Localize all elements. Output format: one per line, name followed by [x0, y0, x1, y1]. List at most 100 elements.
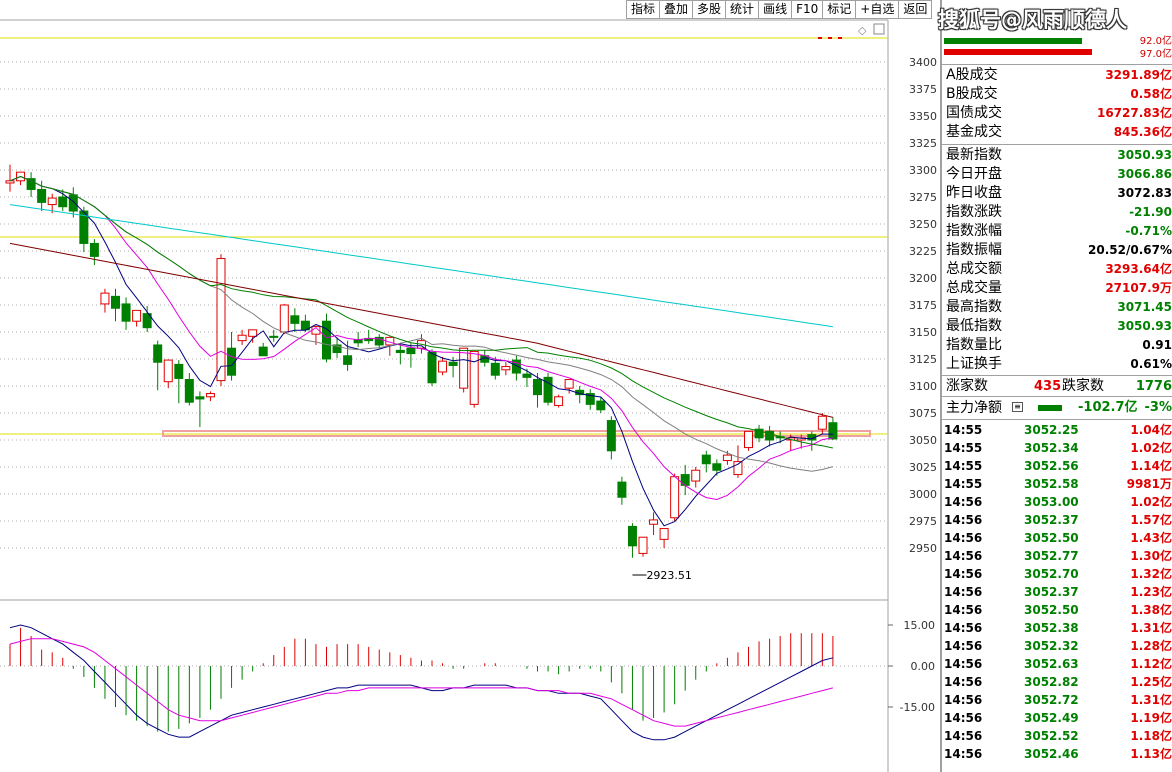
draw-line-button[interactable]: 画线: [758, 0, 793, 19]
candle-body: [26, 178, 36, 190]
trade-volume: 1.25亿: [1130, 675, 1172, 689]
tick-trade-list[interactable]: 14:55 3052.25 1.04亿 14:55 3052.34 1.02亿 14:55 3…: [942, 421, 1172, 763]
multi-stock-button[interactable]: 多股: [692, 0, 727, 19]
turnover-value: 3291.89亿: [1105, 68, 1172, 82]
candle-body: [406, 347, 416, 355]
candle-body: [227, 347, 237, 376]
trade-price: 3052.63: [1024, 657, 1079, 671]
trade-row: 14:55 3052.25 1.04亿: [942, 421, 1172, 439]
trade-price: 3052.72: [1024, 693, 1079, 707]
kline-chart[interactable]: 3400 3375 3350 3325 3300 3275 3250 3225 3200 3175…: [0, 0, 940, 772]
trade-row: 14:56 3052.82 1.25亿: [942, 673, 1172, 691]
turnover-value: 0.58亿: [1130, 87, 1172, 101]
candle-body: [395, 349, 405, 354]
advance-decline-row: 涨家数 435 跌家数 1776: [942, 377, 1172, 396]
ma120-line: [9, 204, 833, 328]
trade-volume: 1.02亿: [1130, 441, 1172, 455]
trade-price: 3052.37: [1024, 513, 1079, 527]
sell-flow-label: 97.0亿: [1139, 49, 1172, 60]
candle-body: [438, 360, 448, 373]
trade-row: 14:56 3052.37 1.57亿: [942, 511, 1172, 529]
candle-body: [132, 309, 142, 322]
trade-volume: 1.31亿: [1130, 693, 1172, 707]
candle-body: [216, 258, 226, 382]
trade-row: 14:56 3052.50 1.38亿: [942, 601, 1172, 619]
candle-body: [733, 461, 743, 476]
stat-label: 总成交额: [946, 261, 1002, 277]
price-tick-label: 3125: [909, 353, 937, 366]
divider: [942, 375, 1172, 376]
trade-row: 14:56 3052.50 1.43亿: [942, 529, 1172, 547]
stat-row: 昨日收盘 3072.83: [942, 184, 1172, 203]
trade-volume: 1.31亿: [1130, 621, 1172, 635]
trade-volume: 1.19亿: [1130, 711, 1172, 725]
trade-row: 14:56 3052.52 1.18亿: [942, 727, 1172, 745]
trade-time: 14:56: [944, 549, 983, 563]
stat-label: 指数涨幅: [946, 223, 1002, 239]
trade-time: 14:56: [944, 495, 983, 509]
candle-body: [469, 350, 479, 405]
turnover-label: 国债成交: [946, 105, 1002, 121]
turnover-row: 国债成交 16727.83亿: [942, 104, 1172, 123]
trade-volume: 1.30亿: [1130, 549, 1172, 563]
turnover-section: A股成交 3291.89亿 B股成交 0.58亿 国债成交 16727.83亿 基金成交 84…: [942, 66, 1172, 142]
advance-count: 435: [1034, 379, 1062, 394]
trade-price: 3052.77: [1024, 549, 1079, 563]
turnover-row: B股成交 0.58亿: [942, 85, 1172, 104]
candle-body: [543, 376, 553, 403]
trade-volume: 1.23亿: [1130, 585, 1172, 599]
macd-tick-label: 0.00: [911, 660, 936, 673]
trade-price: 3052.38: [1024, 621, 1079, 635]
candle-body: [332, 344, 342, 354]
back-button[interactable]: 返回: [898, 0, 933, 19]
turnover-row: A股成交 3291.89亿: [942, 66, 1172, 85]
trade-time: 14:56: [944, 675, 983, 689]
candle-body: [670, 476, 680, 519]
price-tick-label: 3200: [909, 272, 937, 285]
support-band: [162, 430, 871, 437]
stat-row: 指数量比 0.91: [942, 336, 1172, 355]
trade-time: 14:56: [944, 531, 983, 545]
statistics-button[interactable]: 统计: [725, 0, 760, 19]
candle-body: [195, 396, 205, 400]
watermark-text: 搜狐号@风雨顺德人: [938, 8, 1127, 32]
candle-body: [343, 355, 353, 365]
stat-row: 最新指数 3050.93: [942, 146, 1172, 165]
trade-time: 14:55: [944, 441, 983, 455]
stat-value: 3050.93: [1117, 319, 1172, 333]
main-force-bar: [1038, 405, 1062, 411]
advance-label: 涨家数: [946, 378, 988, 394]
overlay-button[interactable]: 叠加: [659, 0, 694, 19]
trade-price: 3052.49: [1024, 711, 1079, 725]
stat-value: 3050.93: [1117, 148, 1172, 162]
trade-volume: 1.04亿: [1130, 423, 1172, 437]
add-watchlist-button[interactable]: +自选: [855, 0, 900, 19]
kline-chart-area[interactable]: 3400 3375 3350 3325 3300 3275 3250 3225 3200 3175…: [0, 0, 940, 772]
mark-button[interactable]: 标记: [822, 0, 857, 19]
trade-price: 3052.37: [1024, 585, 1079, 599]
decline-label: 跌家数: [1062, 378, 1104, 394]
candle-body: [828, 422, 838, 440]
price-tick-label: 3350: [909, 110, 937, 123]
f10-button[interactable]: F10: [791, 0, 824, 19]
stat-label: 昨日收盘: [946, 185, 1002, 201]
indicator-button[interactable]: 指标: [626, 0, 661, 19]
stat-label: 总成交量: [946, 280, 1002, 296]
list-icon[interactable]: ≡: [1012, 402, 1023, 412]
candle-body: [554, 396, 564, 406]
trade-time: 14:55: [944, 459, 983, 473]
ma60-line: [9, 242, 834, 418]
money-flow-bars: 92.0亿 97.0亿: [942, 32, 1172, 60]
marker-dash: [818, 37, 822, 39]
candle-body: [68, 194, 78, 212]
candle-body: [184, 379, 194, 403]
min-price-label: 2923.51: [646, 569, 692, 582]
trade-row: 14:56 3052.70 1.32亿: [942, 565, 1172, 583]
candle-body: [290, 315, 300, 324]
trade-row: 14:56 3052.38 1.31亿: [942, 619, 1172, 637]
candle-body: [163, 359, 173, 383]
trade-price: 3052.50: [1024, 603, 1079, 617]
marker-dash: [838, 37, 842, 39]
stat-row: 最高指数 3071.45: [942, 298, 1172, 317]
buy-flow-label: 92.0亿: [1139, 36, 1172, 47]
